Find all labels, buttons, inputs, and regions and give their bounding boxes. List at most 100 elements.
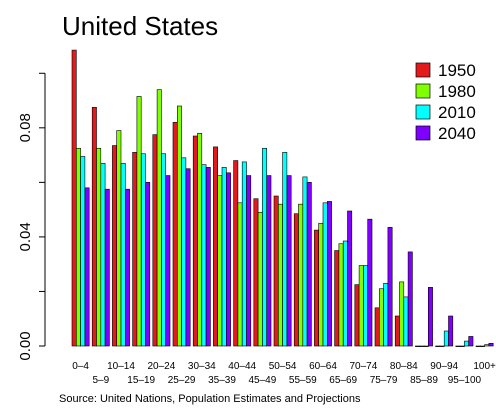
bar-1950-2 (91, 107, 97, 347)
bar-2010-8 (221, 167, 227, 347)
bar-2040-20 (468, 336, 474, 347)
legend-swatch-1980 (415, 83, 431, 99)
bar-1980-11 (277, 203, 283, 347)
bar-2010-5 (161, 153, 166, 347)
bar-1950-17 (394, 315, 400, 347)
bar-1950-15 (354, 284, 360, 347)
bar-2010-6 (181, 157, 187, 347)
bar-1950-11 (273, 195, 279, 347)
x-tick-label: 45–49 (248, 375, 276, 386)
bar-2040-15 (367, 218, 373, 347)
bar-2040-9 (246, 175, 252, 347)
legend-label-1950: 1950 (438, 61, 476, 80)
legend-label-2040: 2040 (438, 124, 476, 143)
bar-1950-1 (71, 49, 77, 347)
bar-1950-3 (112, 145, 118, 347)
bar-1980-19 (439, 345, 445, 347)
bar-1980-17 (399, 281, 405, 347)
bar-1950-8 (213, 146, 218, 347)
bar-2040-21 (488, 342, 494, 347)
bar-1980-13 (318, 222, 324, 347)
bar-2010-13 (322, 202, 328, 347)
x-tick-label: 100+ (473, 361, 496, 372)
legend-swatch-2010 (415, 104, 431, 120)
bar-1950-19 (435, 345, 441, 347)
bar-1980-18 (419, 345, 425, 347)
bar-1980-3 (116, 130, 122, 347)
y-tick-label: 0.00 (17, 331, 34, 360)
chart-title: United States (62, 11, 218, 41)
x-tick-label: 75–79 (370, 375, 398, 386)
x-tick-label: 60–64 (309, 361, 337, 372)
x-tick-label: 15–19 (127, 375, 155, 386)
bar-2040-7 (205, 167, 211, 347)
bar-1980-14 (338, 243, 344, 347)
x-axis: 0–45–9 10–14 15–19 20–24 25–29 30–34 35–39 40–4… (72, 361, 496, 386)
x-tick-label: 35–39 (208, 375, 236, 386)
x-tick-label: 85–89 (410, 375, 438, 386)
bar-2040-13 (326, 201, 332, 347)
bar-2040-6 (185, 168, 191, 347)
bar-2010-4 (140, 153, 146, 347)
y-tick-label: 0.08 (17, 113, 34, 142)
bar-2010-15 (363, 265, 368, 347)
bar-2040-12 (306, 182, 312, 347)
x-tick-label: 20–24 (147, 361, 175, 372)
bar-1950-16 (374, 307, 380, 347)
x-tick-label: 25–29 (168, 375, 196, 386)
bar-2010-14 (342, 240, 348, 347)
y-axis: 0.00 0.04 0.08 (17, 72, 46, 361)
bar-2010-12 (302, 176, 308, 347)
bar-1950-4 (132, 152, 138, 347)
bar-2040-17 (407, 251, 413, 347)
x-tick-label: 65–69 (329, 375, 357, 386)
bar-2040-5 (165, 175, 171, 347)
bar-2010-19 (443, 330, 449, 347)
bar-2040-1 (84, 187, 90, 347)
x-tick-label: 5–9 (92, 375, 109, 386)
x-tick-label: 40–44 (228, 361, 256, 372)
x-tick-label: 0–4 (72, 361, 89, 372)
bar-1950-21 (475, 345, 481, 347)
bar-2040-4 (145, 182, 151, 347)
bar-1980-2 (96, 147, 102, 347)
bar-2010-2 (100, 162, 106, 347)
bar-2010-18 (423, 345, 429, 347)
bar-2040-2 (104, 188, 110, 347)
bars-layer (71, 49, 494, 347)
bar-2010-17 (403, 296, 409, 347)
bar-1980-10 (257, 212, 263, 347)
bar-1980-16 (378, 288, 384, 347)
x-tick-label: 95–100 (448, 375, 482, 386)
x-tick-label: 55–59 (289, 375, 317, 386)
bar-1950-5 (152, 134, 158, 347)
bar-1980-5 (156, 89, 162, 347)
bar-2040-11 (286, 175, 292, 347)
legend-label-2010: 2010 (438, 103, 476, 122)
bar-2040-14 (347, 210, 353, 347)
bar-1950-14 (334, 250, 340, 347)
bar-1980-7 (197, 132, 203, 347)
bar-1980-8 (217, 175, 223, 347)
bar-2040-16 (387, 227, 393, 347)
bar-1950-20 (455, 345, 461, 347)
bar-2010-3 (120, 162, 126, 347)
bar-1950-9 (233, 160, 239, 347)
bar-1980-9 (237, 202, 243, 347)
bar-1950-18 (415, 345, 420, 347)
bar-2010-1 (80, 156, 86, 347)
legend-label-1980: 1980 (438, 82, 476, 101)
bar-1980-12 (298, 203, 304, 347)
x-tick-label: 10–14 (107, 361, 135, 372)
bar-1980-4 (136, 96, 142, 347)
bar-2040-19 (448, 315, 454, 347)
bar-2010-21 (484, 344, 490, 347)
x-tick-label: 30–34 (188, 361, 216, 372)
bar-2010-11 (282, 152, 288, 347)
bar-1980-6 (177, 105, 182, 347)
bar-1980-20 (459, 345, 465, 347)
bar-1950-7 (192, 135, 198, 347)
legend-swatch-1950 (415, 62, 431, 78)
bar-2040-18 (427, 287, 433, 347)
